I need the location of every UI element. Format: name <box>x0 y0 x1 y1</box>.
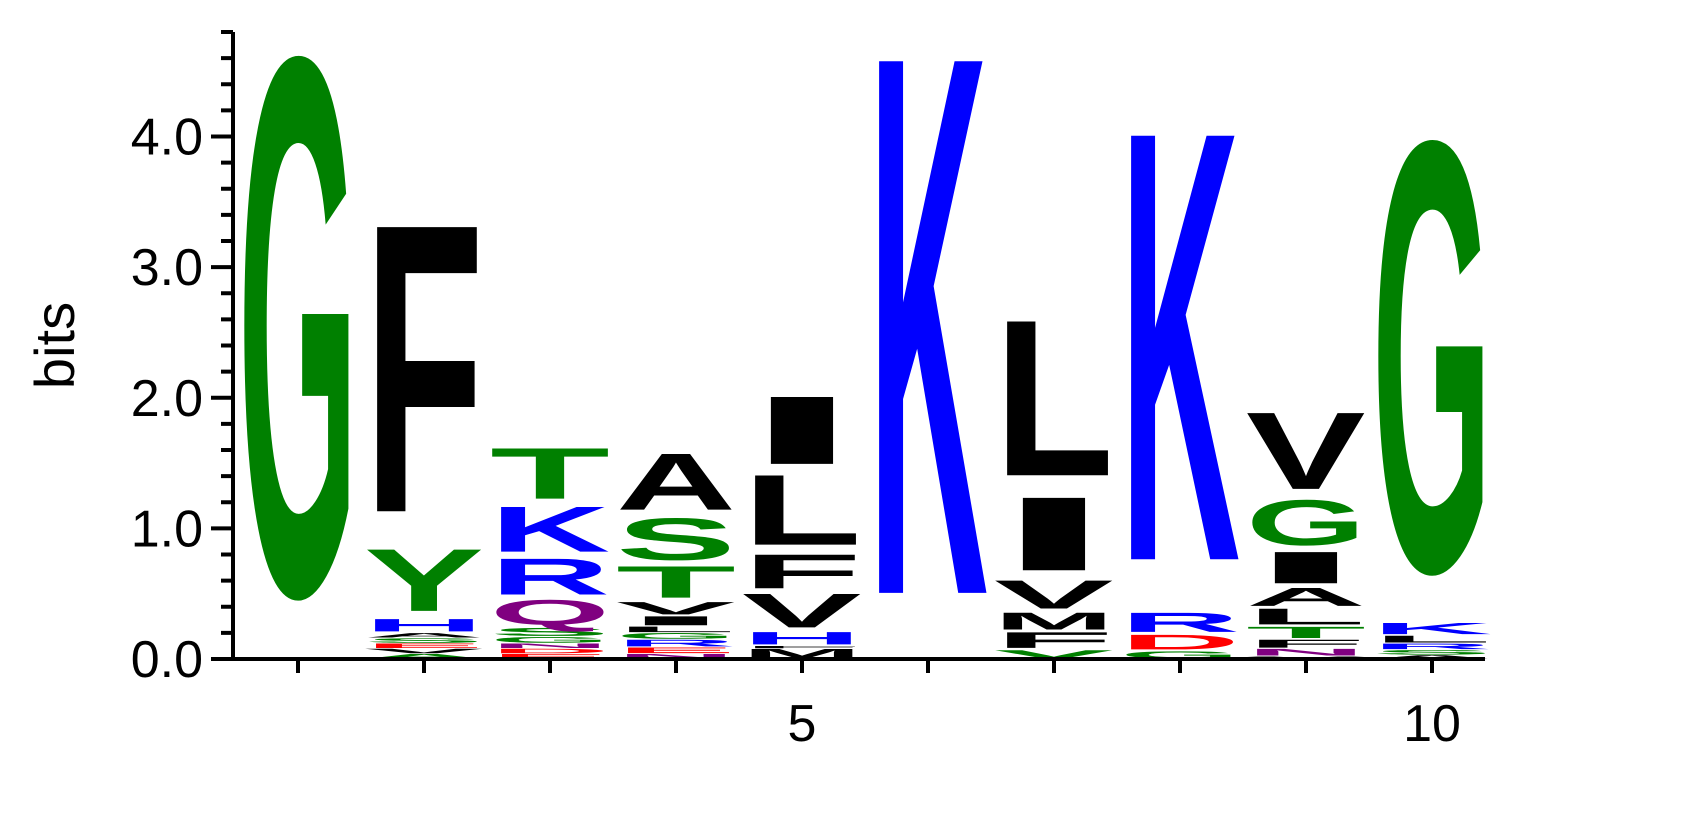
logo-letter-k: K <box>1372 620 1492 638</box>
y-tick-label: 2.0 <box>131 370 203 428</box>
logo-letter-a: A <box>1246 583 1366 612</box>
logo-letter-g: G <box>1120 649 1240 660</box>
logo-letter-r: R <box>616 638 736 649</box>
logo-letter-s: S <box>490 626 610 639</box>
logo-letter-y: Y <box>364 531 484 631</box>
logo-letter-n: N <box>616 653 736 660</box>
y-tick-label: 3.0 <box>131 239 203 297</box>
logo-letter-n: N <box>490 642 610 649</box>
logo-letter-k: K <box>490 493 610 565</box>
logo-letter-k: K <box>1120 2 1240 690</box>
logo-letter-g: G <box>238 0 358 757</box>
logo-letter-m: M <box>994 608 1114 635</box>
logo-letter-i: I <box>994 475 1114 593</box>
logo-letter-i: I <box>616 614 736 628</box>
logo-letter-i: I <box>742 376 862 484</box>
x-tick-label: 10 <box>1403 695 1461 753</box>
logo-letter-e: E <box>490 653 610 660</box>
logo-letter-n: N <box>1246 647 1366 658</box>
logo-letter-t: T <box>616 557 736 608</box>
logo-letter-v: V <box>1246 389 1365 513</box>
logo-letter-l: L <box>742 454 862 566</box>
logo-letter-h: H <box>742 628 862 648</box>
logo-letter-a: A <box>364 653 484 660</box>
logo-letter-e: E <box>364 642 484 649</box>
logo-letter-a: A <box>364 632 484 639</box>
logo-letter-v: V <box>364 647 483 654</box>
logo-letter-s: S <box>1372 649 1492 656</box>
logo-letter-v: V <box>742 583 861 637</box>
logo-letter-v: V <box>616 598 736 618</box>
logo-letter-f: F <box>364 137 484 599</box>
logo-column-6: K <box>868 0 988 757</box>
y-tick-label: 4.0 <box>131 109 203 167</box>
logo-letter-l: L <box>994 273 1114 523</box>
logo-letter-h: H <box>364 615 484 635</box>
x-tick-label: 5 <box>788 695 817 753</box>
logo-letter-t: T <box>490 433 610 514</box>
logo-column-1: G <box>238 0 358 757</box>
logo-letter-t: T <box>1246 623 1366 641</box>
logo-letter-v: V <box>994 572 1113 618</box>
logo-letter-r: R <box>490 548 610 606</box>
logo-letter-l: L <box>1372 634 1492 645</box>
logo-letter-d: D <box>490 647 610 654</box>
logo-letter-i: I <box>1246 542 1366 593</box>
y-axis-ticks: 0.0 1.0 2.0 3.0 4.0 <box>131 30 233 689</box>
logo-letter-g: G <box>616 631 736 640</box>
logo-letter-f: F <box>994 627 1114 652</box>
logo-letter-e: E <box>616 646 736 655</box>
y-tick-label: 0.0 <box>131 631 203 689</box>
y-tick-label: 1.0 <box>131 500 203 558</box>
logo-letter-f: F <box>742 544 862 598</box>
logo-letter-g: G <box>490 635 610 644</box>
logo-letter-k: K <box>868 0 988 757</box>
logo-letter-s: S <box>616 506 736 573</box>
logo-letter-g: G <box>1372 14 1492 701</box>
logo-letter-q: Q <box>490 592 610 632</box>
logo-letter-l: L <box>1246 604 1366 629</box>
logo-letter-a: A <box>616 437 736 527</box>
logo-letter-a: A <box>1372 654 1492 659</box>
logo-letter-r: R <box>1372 642 1492 651</box>
axes: 0.0 1.0 2.0 3.0 4.0 5 10 bits <box>23 30 1485 753</box>
logo-letter-d: D <box>1120 631 1240 654</box>
logo-letter-g: G <box>1246 487 1366 559</box>
logo-column-9: VNFTLAIGV <box>1246 389 1366 660</box>
logo-letter-f: F <box>1246 637 1366 650</box>
logo-letter-s: S <box>364 637 484 644</box>
x-axis-ticks: 5 10 <box>296 659 1461 753</box>
logo-letter-f: F <box>742 645 862 649</box>
logo-letter-r: R <box>1120 607 1240 638</box>
logo-letter-l: L <box>616 625 736 634</box>
y-axis-title: bits <box>23 302 86 389</box>
